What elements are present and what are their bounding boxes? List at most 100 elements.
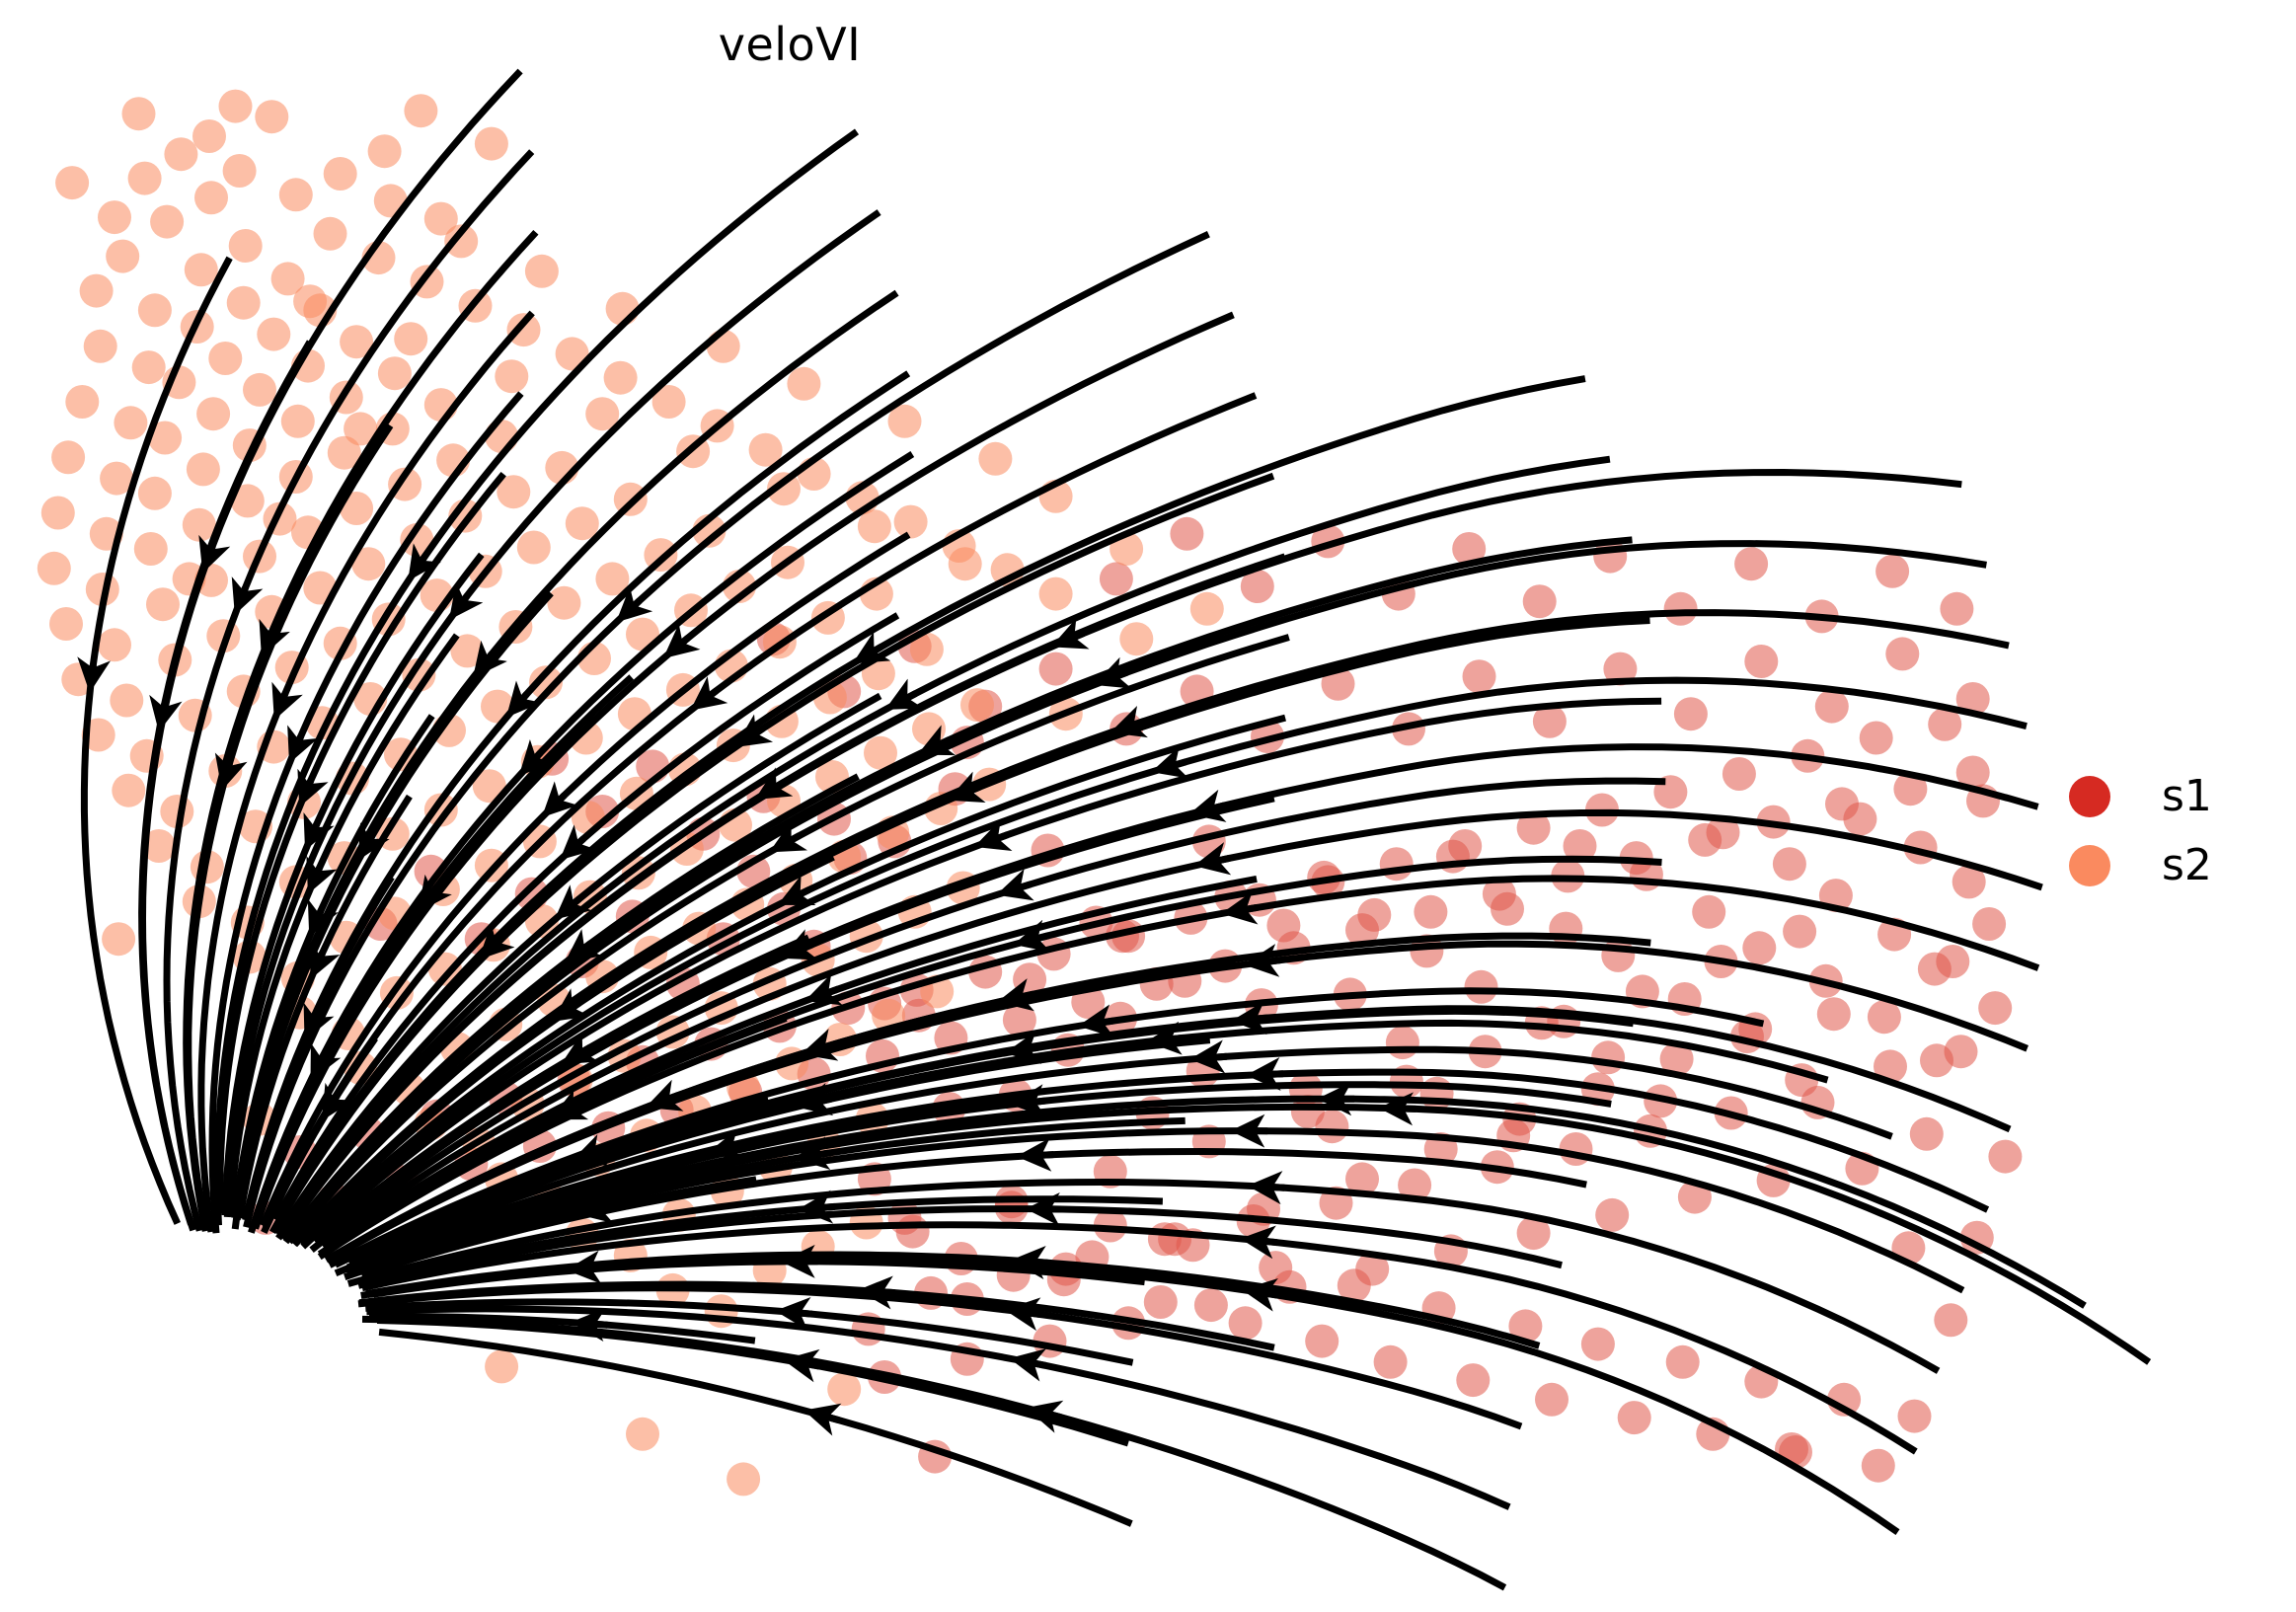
- scatter-point: [1744, 645, 1779, 678]
- streamline-path: [299, 714, 1286, 1245]
- streamline-arrowhead: [287, 725, 319, 764]
- scatter-point: [1952, 865, 1986, 899]
- scatter-point: [1885, 637, 1920, 671]
- streamline-arrowhead: [884, 678, 924, 710]
- streamline-path: [313, 795, 1275, 1246]
- streamline-arrowhead: [560, 824, 597, 861]
- scatter-point: [1240, 570, 1274, 603]
- scatter-point: [1595, 1197, 1630, 1232]
- scatter-point: [340, 492, 374, 525]
- scatter-point: [293, 284, 328, 319]
- scatter-point: [1419, 1076, 1454, 1111]
- streamline-arrowhead: [616, 586, 653, 623]
- streamline-path: [243, 875, 395, 1219]
- streamline-arrowhead: [1078, 1004, 1115, 1038]
- streamline-arrowhead: [947, 771, 986, 804]
- streamline-path: [197, 310, 535, 1233]
- scatter-point: [270, 262, 305, 296]
- scatter-point: [141, 829, 176, 863]
- streamline-arrowhead: [1146, 1021, 1185, 1055]
- streamline-arrowhead: [973, 819, 1013, 852]
- legend: s1 s2: [2069, 762, 2286, 900]
- scatter-point: [1516, 1216, 1551, 1251]
- scatter-point: [148, 421, 183, 455]
- streamline-arrowhead: [357, 822, 390, 861]
- legend-item-s2[interactable]: s2: [2069, 831, 2286, 900]
- streamline-arrowhead: [1189, 1039, 1228, 1074]
- streamline: [275, 455, 1611, 1241]
- scatter-point: [603, 360, 638, 395]
- scatter-point: [1825, 787, 1859, 821]
- streamline-arrowhead: [734, 714, 774, 748]
- streamline-path: [352, 1116, 1186, 1276]
- scatter-point: [222, 154, 257, 188]
- streamline-arrowhead: [1010, 1084, 1048, 1118]
- scatter-point: [727, 1462, 761, 1497]
- streamline: [231, 714, 435, 1219]
- scatter-point: [402, 657, 436, 692]
- streamline: [350, 1019, 1829, 1262]
- streamline-arrowhead: [852, 632, 891, 664]
- scatter-point: [243, 372, 276, 407]
- streamline: [197, 310, 535, 1233]
- scatter-point: [196, 397, 231, 431]
- streamline-arrowhead: [478, 923, 515, 960]
- streamline-path: [300, 697, 1662, 1250]
- streamline: [348, 1092, 2152, 1365]
- scatter-point: [1385, 1026, 1419, 1060]
- streamline: [243, 875, 395, 1219]
- legend-item-s1[interactable]: s1: [2069, 762, 2286, 831]
- scatter-point: [1928, 707, 1962, 741]
- scatter-point: [767, 472, 801, 506]
- streamline: [300, 697, 1662, 1250]
- streamline-arrowhead: [794, 1136, 831, 1170]
- streamline-arrowhead: [917, 725, 957, 756]
- scatter-point: [340, 325, 374, 359]
- streamline-path: [216, 471, 506, 1214]
- streamline: [366, 1305, 1511, 1510]
- streamline: [328, 987, 1765, 1268]
- streamline: [361, 1221, 1918, 1455]
- streamline: [365, 1297, 1134, 1366]
- streamline-path: [138, 340, 314, 1226]
- scatter-point: [1814, 689, 1849, 724]
- scatter-point: [1861, 1448, 1895, 1483]
- streamline-path: [226, 633, 460, 1217]
- streamline: [77, 256, 233, 1225]
- streamline-arrowhead: [505, 680, 542, 718]
- streamline: [213, 128, 860, 1226]
- streamline-path: [233, 590, 554, 1221]
- scatter-point: [1944, 1035, 1978, 1069]
- streamline: [352, 1116, 1186, 1276]
- scatter-point: [182, 507, 216, 542]
- scatter-point: [472, 769, 506, 804]
- scatter-point: [192, 119, 226, 153]
- scatter-point: [547, 585, 581, 620]
- scatter-point: [1874, 1049, 1907, 1084]
- scatter-point: [327, 435, 361, 470]
- scatter-point: [1379, 847, 1414, 882]
- streamline-arrowhead: [1246, 1056, 1284, 1091]
- scatter-point: [344, 412, 378, 446]
- scatter-point: [1783, 914, 1817, 949]
- streamline-arrowhead: [1240, 1225, 1278, 1260]
- scatter-point: [131, 350, 166, 385]
- streamline-path: [355, 1045, 1893, 1264]
- streamline-arrowhead: [690, 676, 728, 711]
- scatter-point: [1673, 697, 1708, 731]
- streamline: [348, 1082, 2087, 1309]
- streamline-arrowhead: [554, 884, 592, 920]
- scatter-point: [524, 254, 559, 288]
- streamline-arrowhead: [297, 768, 329, 807]
- streamline-arrowhead: [575, 1190, 614, 1224]
- scatter-point: [351, 547, 386, 581]
- streamline-path: [329, 875, 1258, 1248]
- streamline-arrowhead: [1378, 1092, 1416, 1126]
- streamline: [299, 676, 2028, 1248]
- scatter-point: [208, 342, 243, 375]
- streamline-arrowhead: [321, 1082, 354, 1121]
- scatter-point: [98, 200, 131, 235]
- scatter-point: [495, 359, 529, 394]
- streamline-arrowhead: [518, 739, 555, 777]
- streamline: [223, 209, 881, 1218]
